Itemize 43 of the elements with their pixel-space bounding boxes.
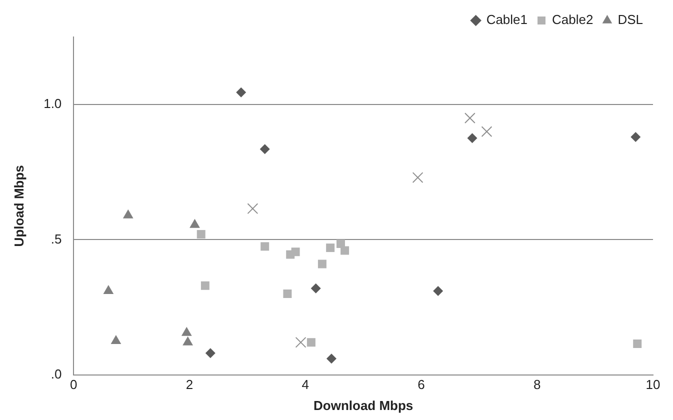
point [340,246,350,255]
legend-label: DSL [618,12,644,28]
point [110,335,122,344]
point [260,144,270,154]
point [291,248,300,256]
x-tick-label: 2 [186,377,194,392]
y-tick-label: 1.0 [44,96,62,112]
point [260,242,270,251]
point [306,338,316,347]
x-tick-label: 10 [646,377,660,392]
y-tick-label: .0 [50,366,62,382]
point [326,354,336,364]
point [196,230,206,239]
point [481,126,492,138]
point [310,283,321,294]
point [630,132,641,142]
x-tick-label: 0 [70,377,78,392]
x-tick-label: 6 [418,377,425,392]
point [633,339,642,348]
y-axis-title: Upload Mbps [11,165,26,247]
point [200,281,210,290]
point [433,286,444,296]
point [247,203,258,214]
point [103,285,114,294]
point [122,209,134,218]
point [182,336,193,346]
point [464,112,476,124]
x-tick-label: 8 [534,377,541,392]
point [283,289,292,298]
point [318,260,326,268]
y-tick-label: .5 [50,231,62,246]
point [181,326,192,336]
point [236,87,246,98]
x-axis-title: Download Mbps [314,398,414,413]
point [412,172,424,183]
point [326,244,335,252]
point [295,336,306,348]
legend-label: Cable1 [486,12,528,28]
x-tick-label: 4 [302,377,310,392]
point [467,133,478,144]
point [205,348,216,358]
point [190,218,200,228]
legend-label: Cable2 [552,12,594,28]
